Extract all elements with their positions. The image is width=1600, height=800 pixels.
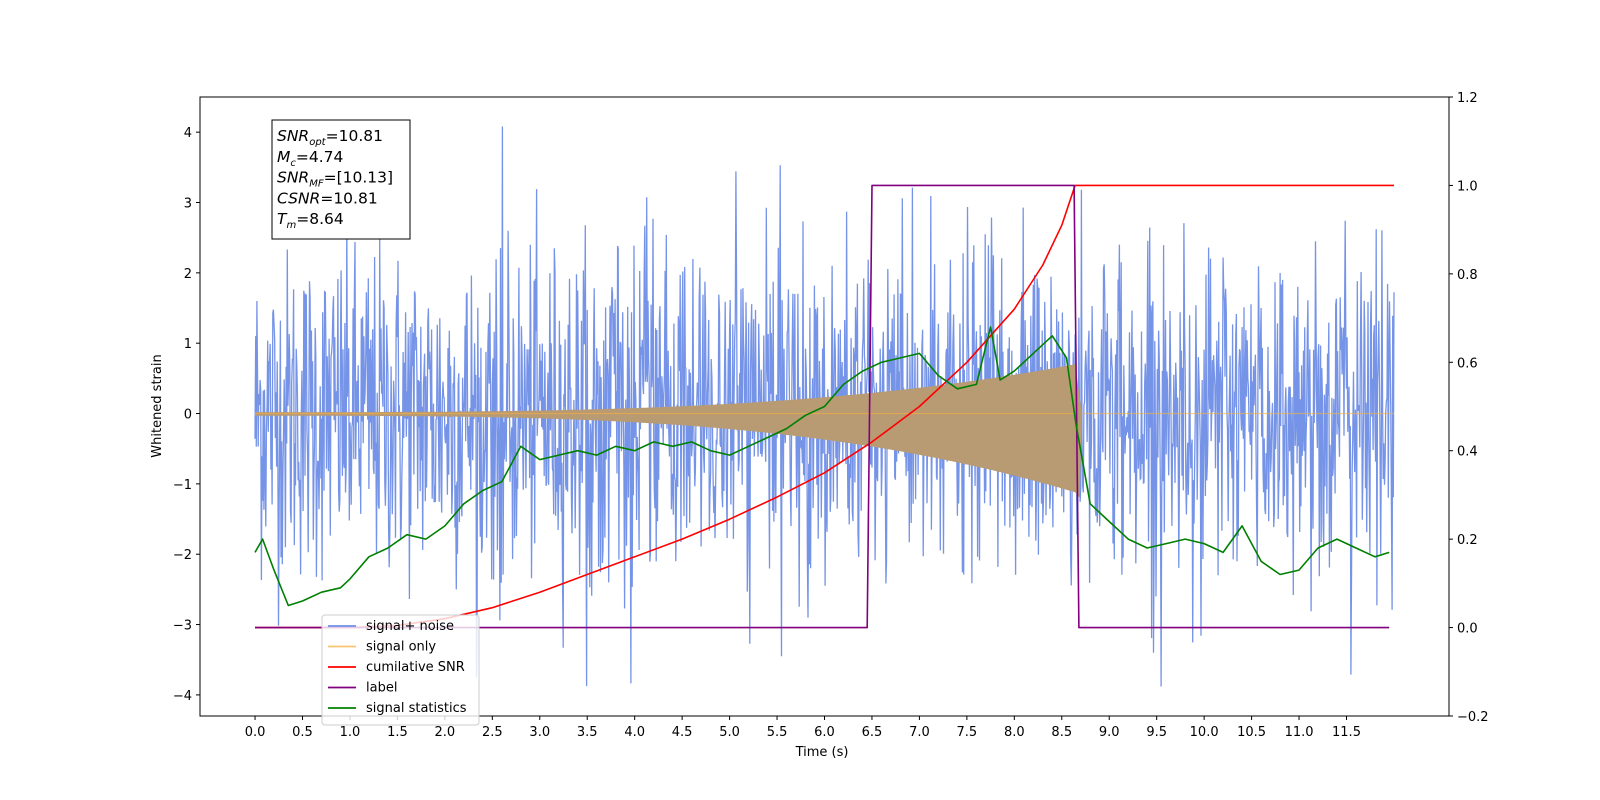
- legend-label: label: [366, 681, 397, 696]
- series-signal-only-envelope: [255, 364, 1082, 498]
- y-tick-label: 3: [184, 197, 192, 212]
- x-tick-label: 3.0: [529, 725, 550, 740]
- y-tick-label: 2: [184, 267, 192, 282]
- x-tick-label: 9.0: [1099, 725, 1120, 740]
- annotation-line: SNRopt=10.81: [277, 127, 383, 148]
- y-tick-label: −1: [173, 478, 192, 493]
- legend-frame: [321, 614, 480, 726]
- x-tick-label: 2.5: [482, 725, 503, 740]
- series-signal-noise-line: [254, 126, 1395, 687]
- y2-tick-label: 1.2: [1457, 91, 1478, 106]
- annotation-line: CSNR=10.81: [277, 189, 378, 207]
- x-tick-label: 10.0: [1190, 725, 1219, 740]
- y-axis-right-ticks: −0.2 0.0 0.2 0.4 0.6 0.8 1.0 1.2: [1449, 91, 1489, 725]
- x-tick-label: 2.0: [435, 725, 456, 740]
- legend: signal+ noise signal only cumilative SNR la…: [321, 614, 480, 726]
- y2-tick-label: 0.4: [1457, 445, 1478, 460]
- y2-tick-label: 0.0: [1457, 622, 1478, 637]
- y2-tick-label: 0.2: [1457, 533, 1478, 548]
- series-signal-statistics-line: [254, 326, 1390, 607]
- annotation-line: Tm=8.64: [277, 210, 344, 231]
- stats-annotation-box: SNRopt=10.81Mc=4.74SNRMF=[10.13]CSNR=10.…: [271, 119, 411, 240]
- y-tick-label: −2: [173, 548, 192, 563]
- x-tick-label: 1.5: [387, 725, 408, 740]
- y2-tick-label: −0.2: [1457, 710, 1489, 725]
- y-axis-left-ticks: −4 −3 −2 −1 0 1 2 3 4: [173, 126, 200, 704]
- y-tick-label: −3: [173, 619, 192, 634]
- x-tick-label: 9.5: [1146, 725, 1167, 740]
- x-tick-label: 6.0: [814, 725, 835, 740]
- y2-tick-label: 1.0: [1457, 179, 1478, 194]
- y-tick-label: 1: [184, 337, 192, 352]
- x-tick-label: 5.0: [719, 725, 740, 740]
- annotation-line: Mc=4.74: [277, 148, 343, 169]
- x-tick-label: 11.5: [1332, 725, 1361, 740]
- x-tick-label: 6.5: [862, 725, 883, 740]
- y-tick-label: 4: [184, 126, 192, 141]
- legend-label: signal+ noise: [366, 619, 454, 634]
- annotation-line: SNRMF=[10.13]: [277, 169, 393, 190]
- x-tick-label: 8.0: [1004, 725, 1025, 740]
- x-tick-label: 8.5: [1051, 725, 1072, 740]
- y2-tick-label: 0.8: [1457, 268, 1478, 283]
- x-axis-label: Time (s): [795, 745, 849, 760]
- x-tick-label: 4.0: [624, 725, 645, 740]
- x-tick-label: 3.5: [577, 725, 598, 740]
- x-tick-label: 0.0: [245, 725, 266, 740]
- x-tick-label: 5.5: [767, 725, 788, 740]
- series-label-line: [255, 184, 1390, 629]
- series-layer: [254, 126, 1395, 687]
- legend-label: cumilative SNR: [366, 660, 465, 675]
- y-tick-label: 0: [184, 408, 192, 423]
- annotation-frame: [271, 119, 411, 240]
- legend-label: signal statistics: [366, 701, 467, 716]
- x-axis-ticks: 0.0 0.5 1.0 1.5 2.0 2.5 3.0 3.5 4.0 4.5 5.0 5.5 6.0 6…: [245, 716, 1361, 740]
- x-tick-label: 4.5: [672, 725, 693, 740]
- x-tick-label: 7.5: [957, 725, 978, 740]
- y-axis-label: Whitened strain: [150, 354, 165, 457]
- y-tick-label: −4: [173, 689, 192, 704]
- x-tick-label: 7.0: [909, 725, 930, 740]
- x-tick-label: 1.0: [340, 725, 361, 740]
- x-tick-label: 11.0: [1285, 725, 1314, 740]
- x-tick-label: 0.5: [292, 725, 313, 740]
- y2-tick-label: 0.6: [1457, 356, 1478, 371]
- x-tick-label: 10.5: [1237, 725, 1266, 740]
- legend-label: signal only: [366, 640, 436, 655]
